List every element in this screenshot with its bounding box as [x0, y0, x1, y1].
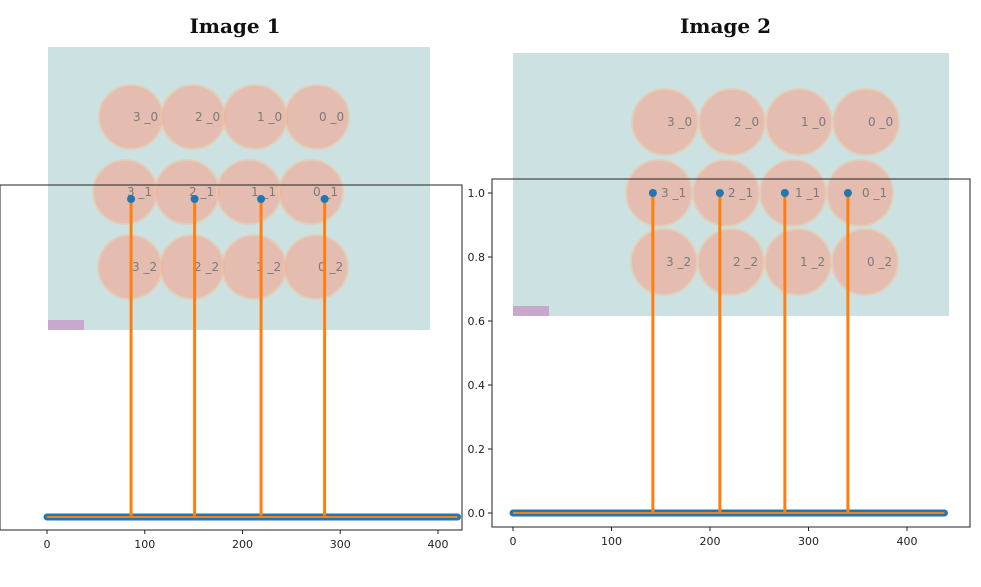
circle-label: 0 _0: [319, 110, 344, 124]
y-tick-label: 0.6: [468, 315, 486, 328]
peak-marker: [190, 195, 199, 203]
y-tick-label: 0.8: [468, 251, 486, 264]
circle-label: 1 _2: [800, 255, 825, 269]
peak-marker: [257, 195, 266, 203]
peak-marker: [843, 189, 852, 197]
overlay-corner-patch: [513, 306, 549, 316]
chart-2: 3 _0 2 _0 1 _0 0 _0 3 _1 2 _1 1 _1 0 _1 3 _2 2 _2…: [468, 53, 971, 548]
circle-label: 2 _2: [194, 260, 219, 274]
overlay-corner-patch: [48, 320, 84, 330]
x-tick-label: 0: [44, 538, 51, 551]
y-tick-label: 0.2: [468, 443, 486, 456]
circle-label: 3 _1: [127, 185, 152, 199]
axes-frame: [491, 178, 971, 528]
y-tick-label: 1.0: [468, 187, 486, 200]
circle-label: 3 _1: [661, 186, 686, 200]
circle-label: 1 _0: [801, 115, 826, 129]
circle-label: 2 _2: [733, 255, 758, 269]
x-tick-label: 200: [232, 538, 253, 551]
circle-label: 3 _0: [133, 110, 158, 124]
x-tick-label: 400: [428, 538, 449, 551]
x-tick-label: 300: [330, 538, 351, 551]
detection-circle: [826, 159, 894, 227]
circle-label: 2 _1: [728, 186, 753, 200]
circle-label: 3 _0: [667, 115, 692, 129]
detection-circle: [284, 84, 350, 150]
circle-label: 0 _2: [318, 260, 343, 274]
panel-title-2: Image 2: [679, 14, 772, 38]
peak-marker: [715, 189, 724, 197]
x-tick-label: 0: [510, 535, 517, 548]
circle-label: 0 _0: [868, 115, 893, 129]
peak-marker: [780, 189, 789, 197]
circle-label: 1 _1: [795, 186, 820, 200]
x-tick-label: 100: [134, 538, 155, 551]
detection-circle: [283, 234, 349, 300]
circle-label: 3 _2: [132, 260, 157, 274]
peak-marker: [320, 195, 329, 203]
x-tick-label: 300: [798, 535, 819, 548]
panel-title-1: Image 1: [189, 14, 281, 38]
circle-label: 1 _0: [257, 110, 282, 124]
circle-label: 3 _2: [666, 255, 691, 269]
x-tick-label: 100: [601, 535, 622, 548]
detection-circle: [832, 88, 900, 156]
chart-1: 3 _0 2 _0 1 _0 0 _03 _1 2 _1 1 _1 0 _13 _2 2 _2…: [0, 47, 463, 551]
circle-label: 0 _1: [862, 186, 887, 200]
circle-label: 2 _0: [734, 115, 759, 129]
peak-marker: [127, 195, 136, 203]
y-tick-label: 0.4: [468, 379, 486, 392]
circle-label: 1 _1: [251, 185, 276, 199]
panel-2: Image 2 3 _0 2 _0 1 _0 0 _0 3 _1 2 _1 1 _1 0 _1…: [468, 0, 981, 587]
circle-label: 0 _2: [867, 255, 892, 269]
circle-label: 2 _0: [195, 110, 220, 124]
circle-label: 0 _1: [313, 185, 338, 199]
panel-1: Image 1 3 _0 2 _0 1 _0 0 _0 3 _1 2 _1 1 _1 0 _1…: [0, 0, 470, 587]
peak-marker: [648, 189, 657, 197]
detection-circle: [278, 159, 344, 225]
x-tick-label: 400: [897, 535, 918, 548]
axes-frame: [0, 184, 463, 531]
y-tick-label: 0.0: [468, 507, 486, 520]
x-tick-label: 200: [700, 535, 721, 548]
